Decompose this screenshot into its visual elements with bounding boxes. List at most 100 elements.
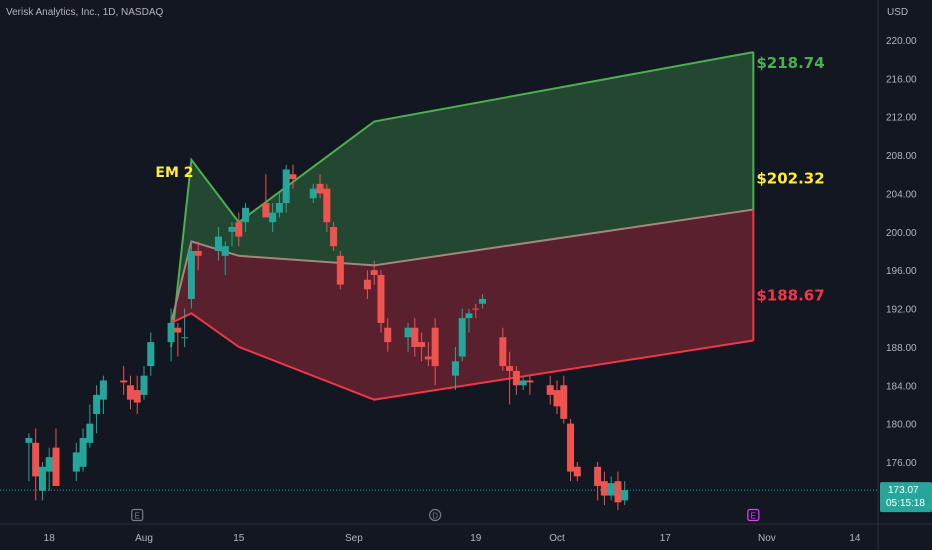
candle-body [451,361,459,376]
symbol-title: Verisk Analytics, Inc., 1D, NASDAQ [6,7,163,18]
candle-body [465,313,473,319]
candle-body [506,366,514,371]
time-tick-label: Oct [549,533,565,544]
price-tick-label: 192.00 [886,305,917,316]
candle-body [221,246,229,256]
candle-body [38,466,46,491]
candle-body [194,251,202,256]
time-tick-label: 19 [470,533,482,544]
price-tick-label: 220.00 [886,36,917,47]
candle-body [214,236,222,251]
event-marker-symbol: E [135,512,140,521]
candle-body [174,327,182,333]
candle-body [336,255,344,285]
candle-body [560,385,568,419]
candle-body [32,442,40,477]
candle-body [187,251,195,299]
price-axis[interactable]: USD 220.00 216.00 212.00 208.00 204.00 200.00… [886,7,917,469]
event-marker-symbol: E [751,512,756,521]
earnings-marker [131,508,144,522]
last-price-value: 173.07 [888,485,919,496]
candle-body [133,390,141,403]
last-price-badge: 173.07 05:15:18 [880,482,932,513]
time-tick-label: Aug [135,533,153,544]
candle-body [567,423,575,472]
last-price-countdown: 05:15:18 [886,498,925,509]
candle-body [424,356,432,360]
candle-body [167,322,175,343]
price-tick-label: 176.00 [886,458,917,469]
candle-body [404,327,412,338]
candle-body [126,385,134,400]
candle-body [546,385,554,395]
candle-body [499,337,507,367]
candle-body [512,370,520,386]
candle-body [526,380,534,383]
price-tick-label: 200.00 [886,228,917,239]
time-tick-label: Sep [345,533,363,544]
mid-band-label: $202.32 [756,170,824,188]
candle-body [275,203,283,213]
time-tick-label: 14 [849,533,861,544]
candle-body [411,327,419,347]
candle-body [472,308,480,310]
candle-body [458,318,466,357]
candle-body [262,203,270,218]
event-marker-symbol: D [432,512,438,521]
candle-body [52,447,60,486]
candle-body [594,466,602,486]
candle-body [235,222,243,237]
candle-body [289,174,297,180]
candle-body [147,342,155,367]
candle-body [45,457,53,472]
price-tick-label: 184.00 [886,381,917,392]
time-axis[interactable]: 18 Aug 15 Sep 19 Oct 17 Nov 14 [44,533,861,544]
candle-body [269,212,277,223]
candle-body [370,270,378,275]
mid-band-line [170,208,754,324]
candle-body [242,207,250,223]
upper-band-fill [171,52,754,347]
candle-body [93,394,101,415]
candle-body [282,169,290,204]
candle-body [384,327,392,343]
candle-body [181,337,189,339]
candle-body [86,423,94,443]
em-label: EM 2 [155,165,193,181]
time-tick-label: Nov [758,533,776,544]
candle-body [600,481,608,496]
time-tick-label: 18 [44,533,56,544]
candle-body [607,483,615,496]
price-tick-label: 216.00 [886,74,917,85]
candle-body [573,466,581,477]
candle-body [72,452,80,472]
candle-body [309,188,317,199]
candlestick-series [25,164,629,510]
earnings-marker [747,508,760,522]
candle-body [431,327,439,367]
candle-body [316,183,324,194]
candle-body [140,375,148,395]
candle-body [621,490,629,501]
candle-body [479,298,487,304]
candle-body [519,380,527,386]
candle-body [228,227,236,232]
candle-body [418,342,426,347]
price-tick-label: 180.00 [886,420,917,431]
last-price-badge-bg [880,482,932,513]
lower-band-fill [171,209,754,400]
candle-body [363,279,371,290]
price-tick-label: 196.00 [886,266,917,277]
price-tick-label: 208.00 [886,151,917,162]
time-tick-label: 17 [660,533,672,544]
candle-body [553,390,561,407]
candle-body [25,438,33,443]
lower-band-label: $188.67 [756,286,824,304]
price-axis-currency: USD [887,7,908,18]
candle-body [79,438,87,467]
candle-body [120,380,128,383]
